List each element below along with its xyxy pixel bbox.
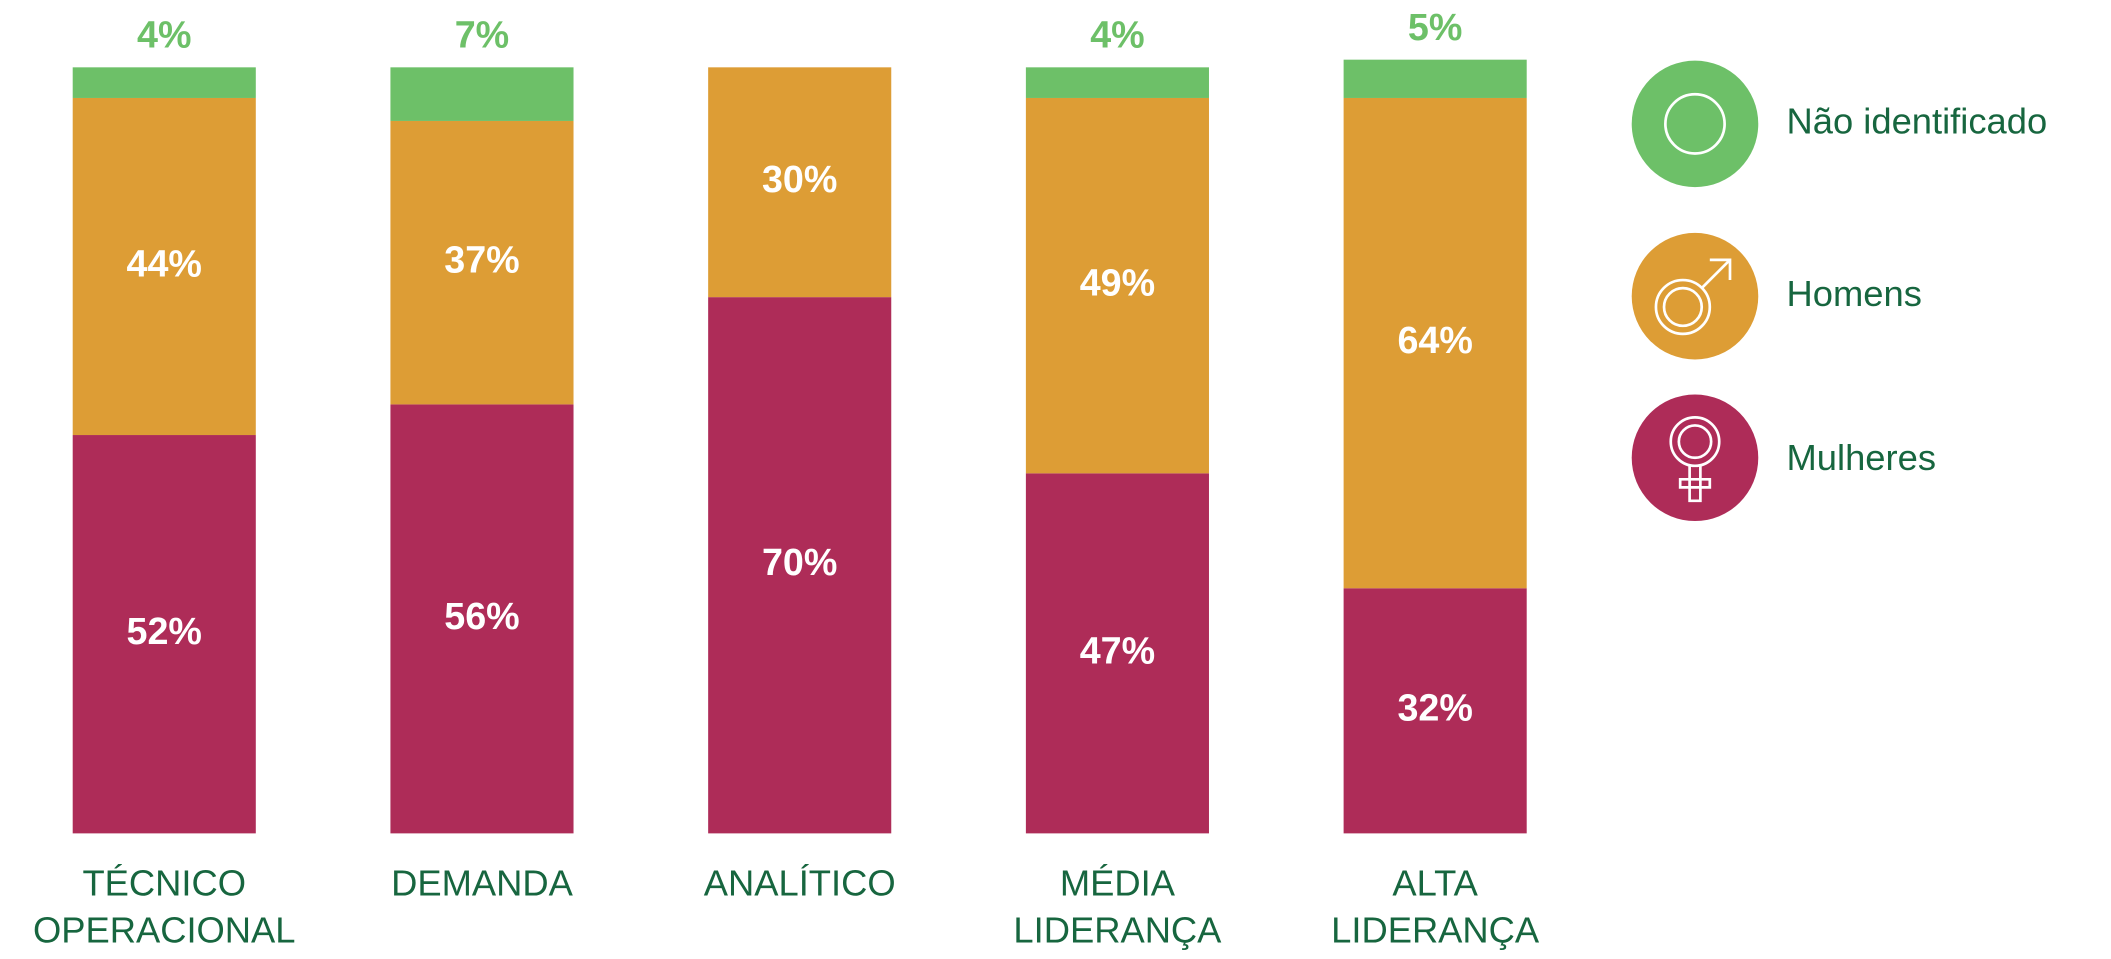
x-tick-label: DEMANDA	[391, 862, 573, 903]
value-label: 4%	[137, 14, 191, 56]
bar-segment	[708, 297, 892, 834]
value-label: 70%	[762, 541, 837, 583]
value-label: 47%	[1080, 629, 1155, 671]
bar-segment	[1025, 67, 1209, 98]
bar-segment	[1025, 97, 1209, 474]
x-tick-label: LIDERANÇA	[1013, 910, 1222, 951]
x-tick-label: ANALÍTICO	[704, 862, 896, 903]
bar-segment	[1025, 473, 1209, 834]
value-label: 7%	[455, 14, 509, 56]
bar-segment	[708, 67, 892, 298]
legend-icons	[1631, 60, 1759, 522]
bar-segment	[390, 120, 574, 405]
value-label: 32%	[1397, 687, 1472, 729]
bar-segment	[72, 97, 256, 436]
bar-segment	[390, 404, 574, 834]
legend-label: Não identificado	[1787, 100, 2048, 141]
x-tick-label: OPERACIONAL	[33, 910, 296, 951]
value-label: 5%	[1408, 6, 1462, 48]
x-tick-label: MÉDIA	[1060, 862, 1176, 903]
legend-label: Homens	[1787, 273, 1922, 314]
value-label: 56%	[444, 595, 519, 637]
x-tick-label: TÉCNICO	[82, 862, 246, 903]
value-label: 49%	[1080, 262, 1155, 304]
value-label: 4%	[1090, 14, 1144, 56]
bar-segment	[1343, 59, 1527, 98]
bar-segment	[1343, 97, 1527, 589]
legend-label: Mulheres	[1787, 437, 1936, 478]
x-tick-label: LIDERANÇA	[1331, 910, 1540, 951]
x-tick-label: ALTA	[1392, 862, 1478, 903]
bar-segment	[72, 67, 256, 98]
value-label: 37%	[444, 239, 519, 281]
value-label: 64%	[1397, 319, 1472, 361]
value-label: 30%	[762, 158, 837, 200]
bar-segment	[390, 67, 574, 121]
value-label: 52%	[127, 610, 202, 652]
value-label: 44%	[127, 242, 202, 284]
bar-segment	[1343, 588, 1527, 834]
bar-segment	[72, 435, 256, 834]
